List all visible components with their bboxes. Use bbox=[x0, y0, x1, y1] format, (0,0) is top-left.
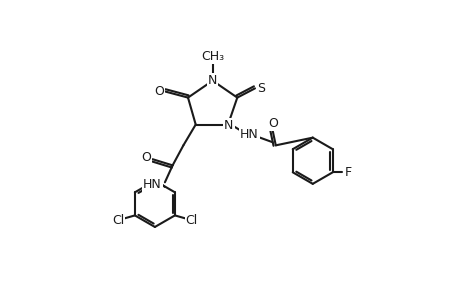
Text: HN: HN bbox=[240, 128, 258, 141]
Text: O: O bbox=[153, 85, 163, 98]
Text: HN: HN bbox=[143, 178, 162, 191]
Text: Cl: Cl bbox=[185, 214, 197, 226]
Text: N: N bbox=[207, 74, 217, 87]
Text: O: O bbox=[141, 151, 151, 164]
Text: S: S bbox=[257, 82, 264, 95]
Text: Cl: Cl bbox=[112, 214, 124, 226]
Text: CH₃: CH₃ bbox=[201, 50, 224, 63]
Text: O: O bbox=[268, 117, 278, 130]
Text: N: N bbox=[224, 119, 233, 132]
Text: F: F bbox=[344, 166, 351, 179]
